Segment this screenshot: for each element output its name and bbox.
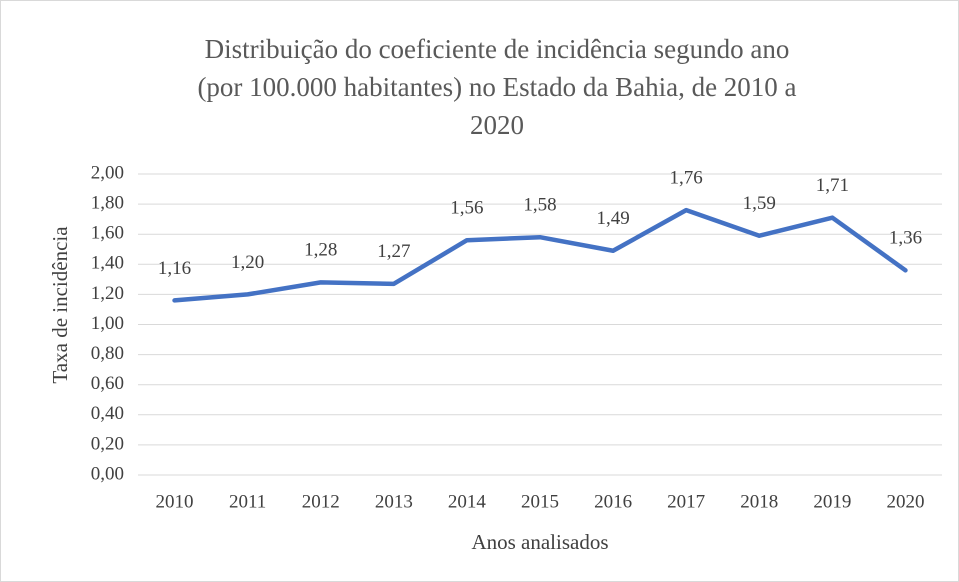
y-axis-title: Taxa de incidência (48, 226, 72, 384)
y-tick-label: 1,80 (91, 192, 124, 213)
data-label: 1,28 (304, 240, 337, 261)
x-tick-label: 2013 (375, 491, 413, 512)
data-line (172, 207, 908, 303)
data-label: 1,56 (450, 198, 483, 219)
data-label: 1,71 (816, 175, 849, 196)
x-tick-label: 2017 (667, 491, 705, 512)
y-tick-label: 1,00 (91, 313, 124, 334)
data-label: 1,49 (596, 208, 629, 229)
x-axis-title: Anos analisados (471, 530, 608, 554)
y-tick-label: 0,00 (91, 463, 124, 484)
x-tick-label: 2019 (813, 491, 851, 512)
data-label: 1,59 (743, 193, 776, 214)
x-tick-label: 2012 (302, 491, 340, 512)
x-tick-label: 2010 (156, 491, 194, 512)
data-label: 1,76 (670, 167, 703, 188)
data-label: 1,36 (889, 228, 922, 249)
y-tick-label: 0,20 (91, 433, 124, 454)
y-tick-label: 1,20 (91, 283, 124, 304)
data-label: 1,20 (231, 252, 264, 273)
chart-title: Distribuição do coeficiente de incidênci… (205, 34, 790, 64)
y-tick-label: 1,60 (91, 223, 124, 244)
data-label: 1,16 (158, 258, 191, 279)
chart-title: (por 100.000 habitantes) no Estado da Ba… (197, 72, 796, 102)
x-tick-label: 2014 (448, 491, 487, 512)
data-label: 1,27 (377, 241, 410, 262)
x-tick-label: 2016 (594, 491, 632, 512)
chart-title: 2020 (470, 110, 524, 140)
x-tick-label: 2015 (521, 491, 559, 512)
x-tick-label: 2011 (229, 491, 266, 512)
y-tick-label: 1,40 (91, 253, 124, 274)
y-tick-label: 0,40 (91, 403, 124, 424)
data-label: 1,58 (523, 195, 556, 216)
y-tick-label: 0,60 (91, 373, 124, 394)
y-tick-label: 2,00 (91, 162, 124, 183)
y-tick-label: 0,80 (91, 343, 124, 364)
x-tick-label: 2020 (886, 491, 924, 512)
x-tick-label: 2018 (740, 491, 778, 512)
